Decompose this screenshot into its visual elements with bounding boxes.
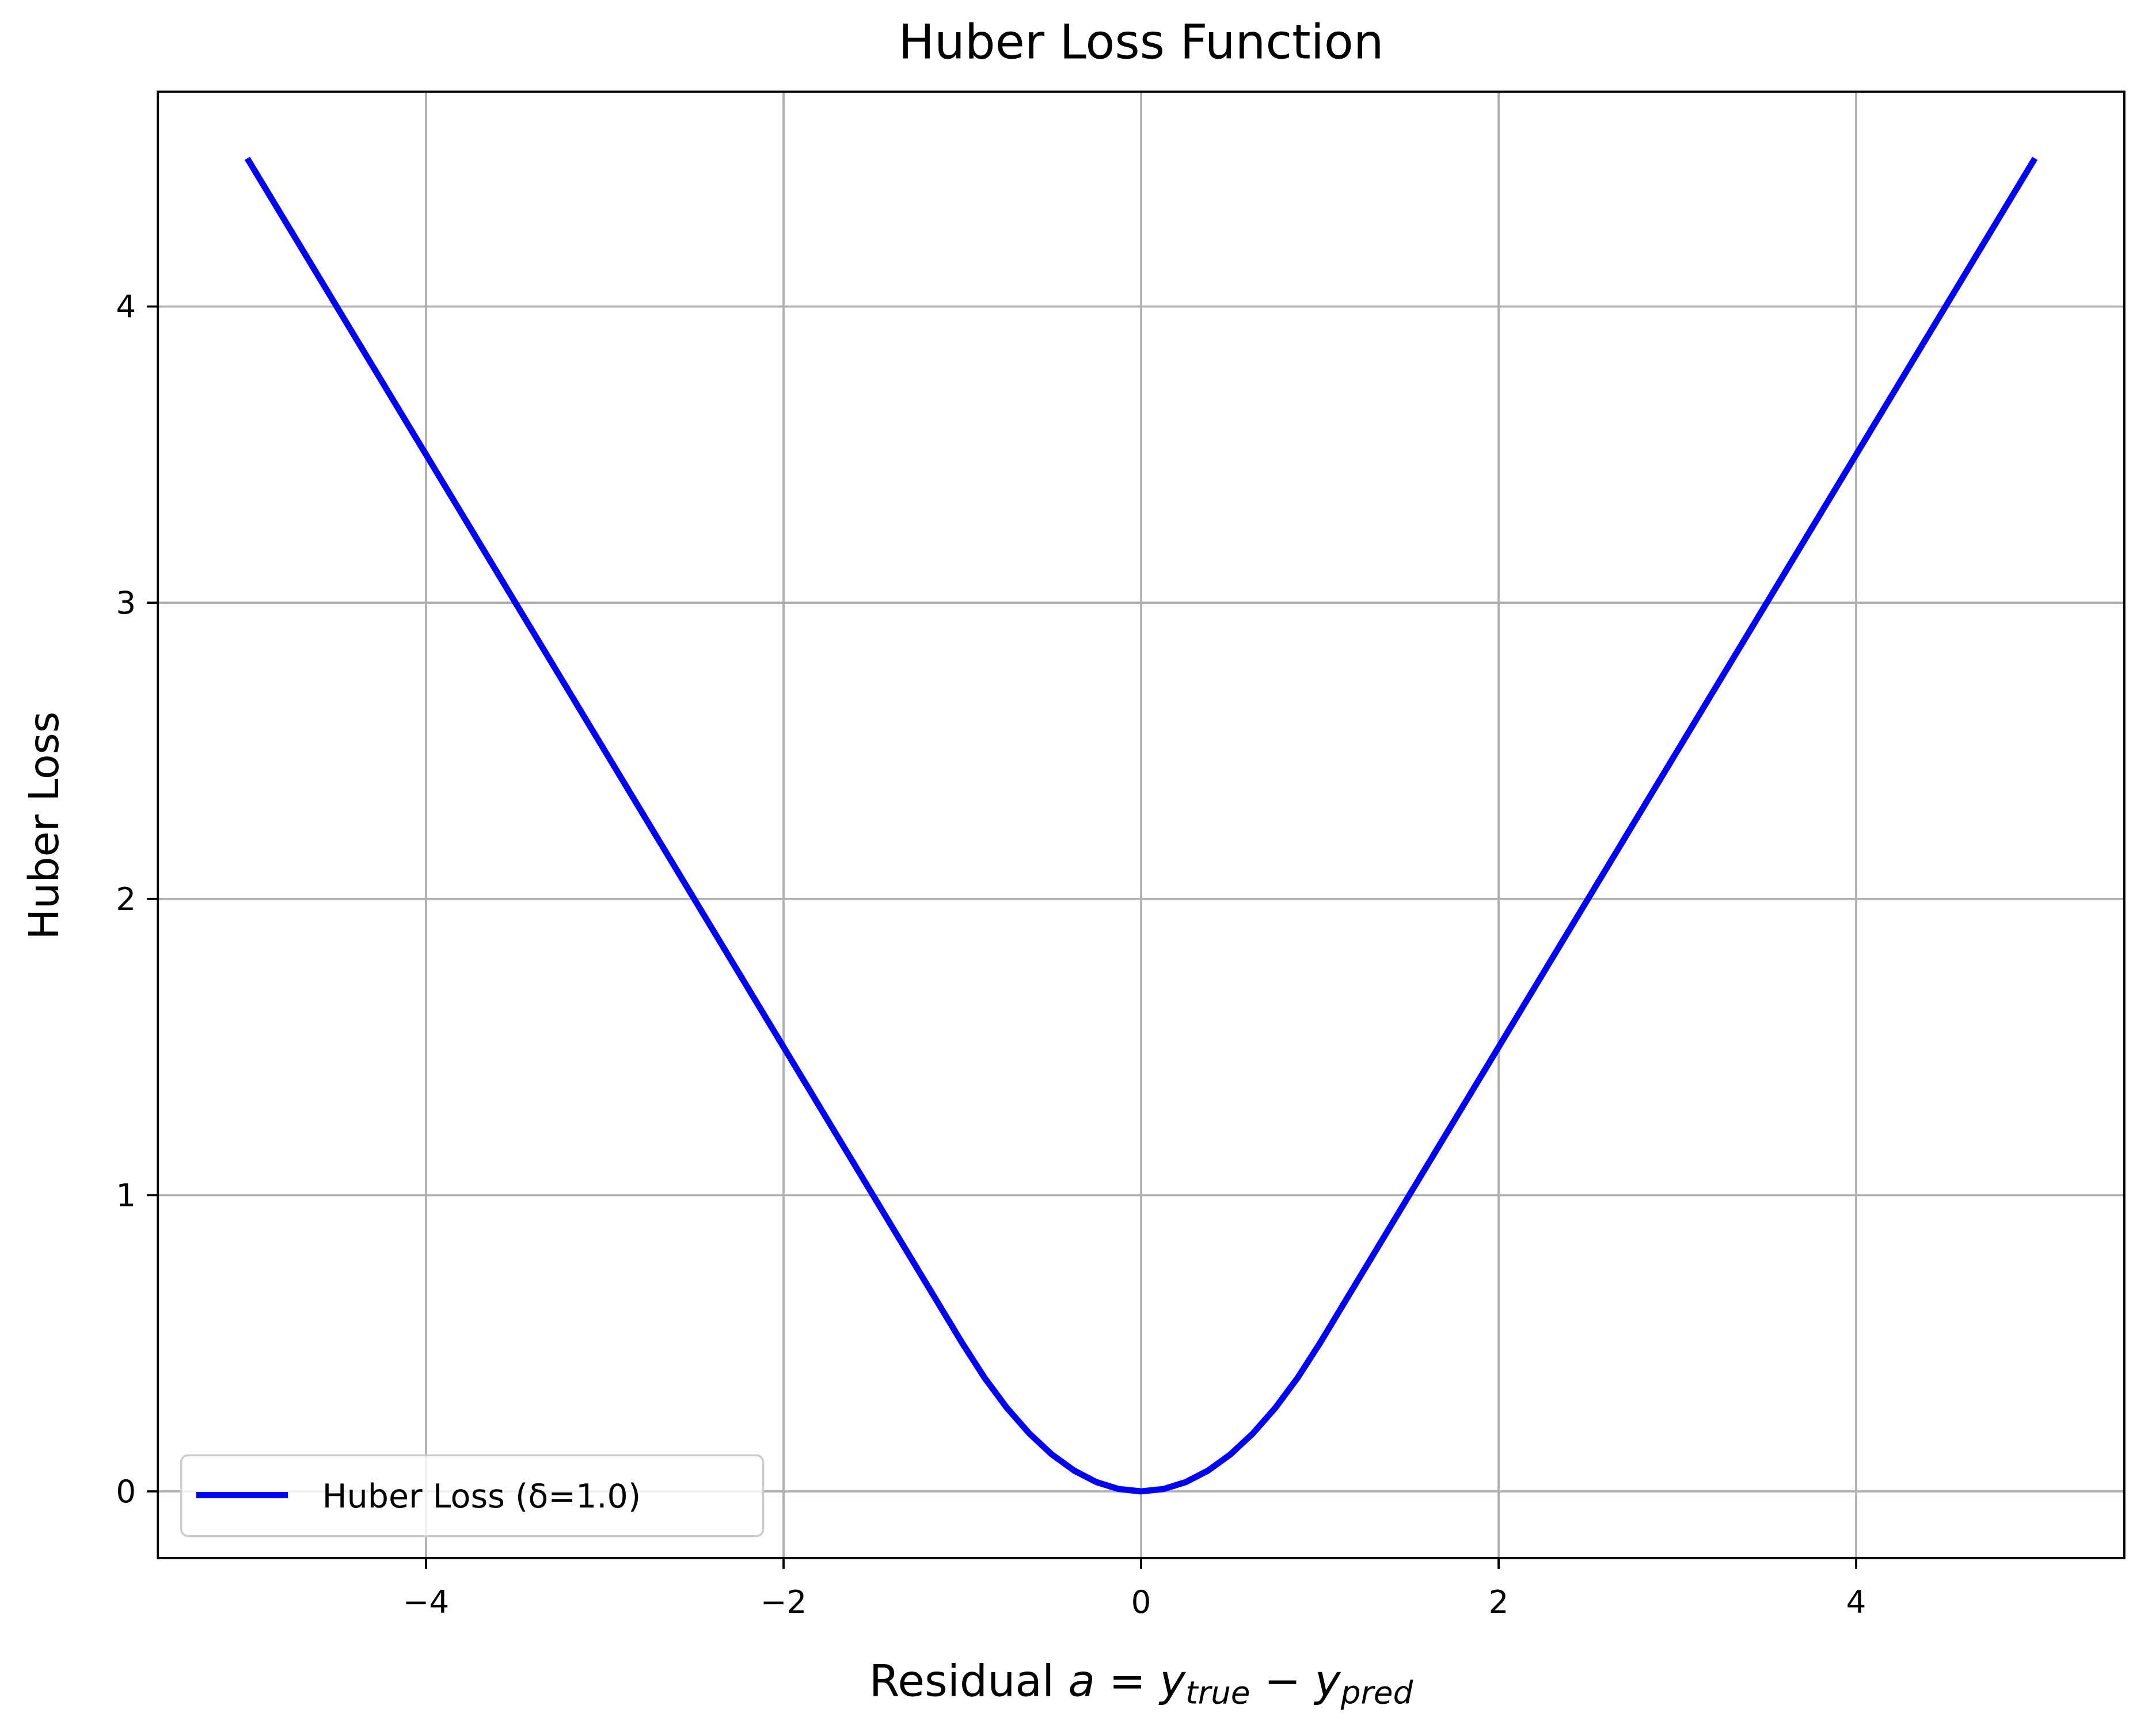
x-axis-label-part: =	[1095, 1655, 1159, 1707]
x-axis-label-part: y	[1314, 1655, 1341, 1707]
x-axis-label-part: y	[1158, 1655, 1186, 1707]
y-tick-label: 4	[116, 288, 136, 325]
x-axis-label-part: true	[1185, 1674, 1250, 1711]
x-tick-label: 0	[1131, 1583, 1151, 1620]
line-series	[244, 157, 2038, 1495]
x-axis-label-part: Residual	[869, 1655, 1069, 1707]
legend-box	[180, 1454, 765, 1537]
x-axis-label-part: pred	[1340, 1674, 1413, 1711]
x-tick-label: 4	[1846, 1583, 1866, 1620]
y-tick-label: 1	[116, 1177, 136, 1213]
y-tick-label: 0	[116, 1473, 136, 1510]
plot-frame	[157, 90, 2126, 1559]
x-tick-label: −2	[761, 1583, 807, 1620]
x-tick-label: −4	[403, 1583, 450, 1620]
y-tick-label: 2	[116, 881, 136, 918]
x-axis-label: Residual a = ytrue − ypred	[869, 1655, 1413, 1711]
legend-label: Huber Loss (δ=1.0)	[322, 1478, 641, 1516]
chart-title: Huber Loss Function	[898, 14, 1383, 70]
x-axis-label-part: −	[1250, 1655, 1315, 1707]
legend: Huber Loss (δ=1.0)	[180, 1454, 765, 1537]
x-tick-label: 2	[1489, 1583, 1509, 1620]
y-tick-label: 3	[116, 584, 136, 621]
y-axis-label: Huber Loss	[20, 711, 68, 940]
x-axis-label-part: a	[1068, 1655, 1095, 1707]
